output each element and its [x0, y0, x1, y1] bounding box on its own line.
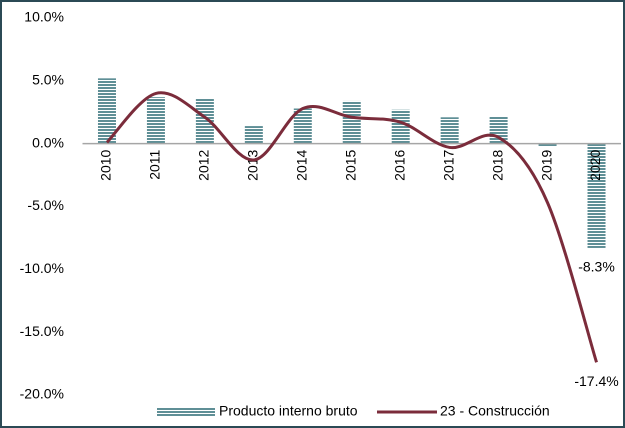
data-label: -17.4%: [574, 373, 618, 389]
bar: [97, 78, 116, 144]
x-tick-label: 2019: [538, 149, 554, 180]
y-tick-label: -15.0%: [20, 323, 64, 339]
bar: [391, 109, 410, 144]
x-tick-label: 2018: [489, 149, 505, 180]
y-tick-label: -5.0%: [27, 197, 64, 213]
x-tick-label: 2017: [440, 149, 456, 180]
bar: [538, 143, 557, 147]
y-tick-label: -20.0%: [20, 386, 64, 402]
bar: [195, 98, 214, 144]
x-tick-label: 2014: [293, 149, 309, 180]
legend-label: Producto interno bruto: [219, 403, 358, 419]
x-tick-label: 2013: [245, 149, 261, 180]
y-tick-label: 0.0%: [32, 134, 64, 150]
x-tick-label: 2016: [391, 149, 407, 180]
bar: [146, 97, 165, 144]
line: [105, 91, 598, 363]
x-tick-label: 2010: [98, 149, 114, 180]
bar: [587, 143, 606, 248]
bar: [293, 108, 312, 144]
bar: [440, 117, 459, 144]
x-tick-label: 2012: [196, 149, 212, 180]
legend-swatch: [157, 407, 215, 417]
y-tick-label: -10.0%: [20, 260, 64, 276]
legend-label: 23 - Construcción: [440, 403, 550, 419]
x-tick-label: 2015: [342, 149, 358, 180]
bar: [489, 116, 508, 144]
x-tick-label: 2020: [587, 149, 603, 180]
y-tick-label: 10.0%: [24, 9, 64, 25]
x-tick-label: 2011: [147, 149, 163, 179]
y-tick-label: 5.0%: [32, 72, 64, 88]
bar: [244, 126, 263, 144]
data-label: -8.3%: [578, 259, 615, 275]
bar: [342, 100, 361, 144]
